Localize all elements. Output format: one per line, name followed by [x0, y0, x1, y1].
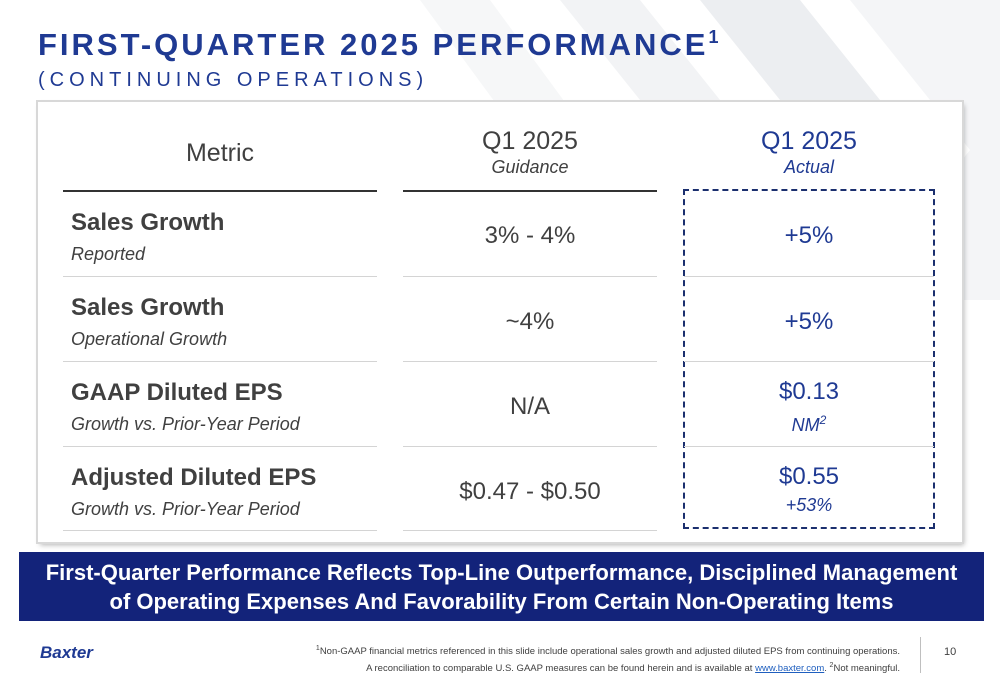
banner-line-1: First-Quarter Performance Reflects Top-L…: [45, 560, 958, 585]
baxter-logo: Baxter: [40, 643, 93, 662]
column-header-guidance: Q1 2025 Guidance: [482, 127, 578, 177]
header-rule-metric: [63, 190, 377, 192]
guidance-value: ~4%: [505, 308, 555, 335]
table-row-metric: GAAP Diluted EPS Growth vs. Prior-Year P…: [71, 379, 300, 434]
row-divider: [403, 361, 657, 362]
row-divider: [403, 446, 657, 447]
footnote: 1Non-GAAP financial metrics referenced i…: [315, 645, 900, 675]
actual-value: $0.13 NM2: [778, 378, 840, 435]
actual-value: +5%: [784, 222, 834, 249]
table-row-metric: Sales Growth Operational Growth: [71, 294, 228, 349]
baxter-website-link[interactable]: www.baxter.com: [755, 663, 825, 675]
title-footnote-marker: 1: [708, 27, 719, 47]
guidance-value: 3% - 4%: [484, 222, 576, 249]
footer-divider: [920, 637, 921, 673]
row-divider: [403, 530, 657, 531]
guidance-value: N/A: [509, 393, 550, 420]
column-header-metric: Metric: [185, 139, 255, 167]
column-header-actual: Q1 2025 Actual: [761, 127, 857, 177]
row-divider: [63, 361, 377, 362]
row-divider: [63, 446, 377, 447]
row-divider: [684, 361, 934, 362]
page-number: 10: [944, 646, 957, 658]
table-row-metric: Adjusted Diluted EPS Growth vs. Prior-Ye…: [71, 464, 317, 519]
actual-value: +5%: [784, 308, 834, 335]
row-divider: [684, 446, 934, 447]
title-block: FIRST-QUARTER 2025 PERFORMANCE1 (CONTINU…: [38, 20, 718, 92]
table-row-metric: Sales Growth Reported: [71, 209, 225, 264]
actual-value: $0.55 +53%: [778, 463, 840, 515]
banner-line-2: of Operating Expenses And Favorability F…: [109, 589, 894, 614]
page-title: FIRST-QUARTER 2025 PERFORMANCE1: [38, 27, 719, 62]
performance-table: Metric Q1 2025 Guidance Q1 2025 Actual S…: [38, 102, 962, 542]
row-divider: [403, 276, 657, 277]
footnote-marker: 2: [819, 413, 827, 427]
row-divider: [63, 276, 377, 277]
guidance-value: $0.47 - $0.50: [459, 478, 601, 505]
header-rule-guidance: [403, 190, 657, 192]
page-subtitle: (CONTINUING OPERATIONS): [38, 69, 429, 91]
row-divider: [63, 530, 377, 531]
row-divider: [684, 276, 934, 277]
summary-banner: First-Quarter Performance Reflects Top-L…: [19, 552, 984, 621]
actual-highlight-box: [683, 189, 935, 529]
